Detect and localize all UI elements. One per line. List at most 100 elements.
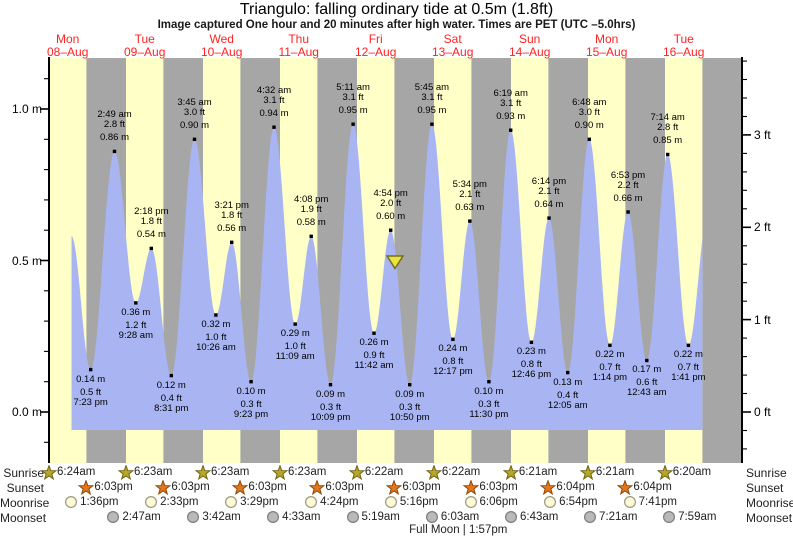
tide-low-label: 0.29 m 1.0 ft 11:09 am: [275, 328, 315, 363]
tide-high-label: 2:49 am 2.8 ft 0.86 m: [97, 109, 132, 144]
tide-area: [71, 124, 703, 430]
sunset-star-icon: [309, 479, 326, 496]
moonset-icon: [346, 510, 362, 526]
moonset-icon: [662, 510, 678, 526]
tide-high-label: 4:54 pm 2.0 ft 0.60 m: [373, 188, 408, 223]
sunset-time: 6:04pm: [556, 481, 595, 493]
moonrise-icon: [224, 495, 240, 511]
sunrise-time: 6:23am: [210, 466, 250, 478]
sunrise-time: 6:21am: [595, 466, 635, 478]
tide-low-dot: [487, 380, 491, 384]
page-title: Triangulo: falling ordinary tide at 0.5m…: [239, 1, 554, 18]
sunrise-row-label-left: Sunrise: [3, 466, 44, 480]
day-header-date: 11–Aug: [278, 45, 319, 59]
sunrise-star-icon: [348, 464, 365, 481]
tide-high-label: 5:45 am 3.1 ft 0.95 m: [414, 82, 450, 117]
tide-low-dot: [249, 380, 253, 384]
sunrise-star-icon: [117, 464, 134, 481]
day-header-name: Tue: [673, 32, 694, 46]
moonrise-time: 6:06pm: [479, 496, 518, 508]
tide-high-dot: [272, 125, 276, 129]
moonrise-icon: [464, 495, 480, 511]
right-axis-tick-label: 3 ft: [754, 127, 771, 142]
right-axis-tick-label: 2 ft: [754, 220, 771, 235]
tide-high-dot: [351, 122, 355, 126]
sunrise-star-icon: [194, 464, 211, 481]
tide-high-dot: [468, 219, 472, 223]
tide-low-label: 0.14 m 0.5 ft 7:23 pm: [73, 373, 108, 408]
moonrise-icon: [304, 495, 320, 511]
tide-high-label: 3:45 am 3.0 ft 0.90 m: [177, 97, 212, 132]
day-header-name: Tue: [134, 32, 155, 46]
tide-low-label: 0.10 m 0.3 ft 9:23 pm: [233, 385, 269, 420]
moonrise-icon: [144, 495, 160, 511]
tide-high-dot: [112, 149, 117, 154]
page-subtitle: Image captured One hour and 20 minutes a…: [157, 19, 636, 31]
tide-low-dot: [293, 322, 297, 326]
tide-high-label: 4:32 am 3.1 ft 0.94 m: [256, 85, 292, 120]
sunset-time: 6:03pm: [402, 481, 441, 493]
sunset-time: 6:03pm: [94, 481, 133, 493]
sunset-star-icon: [617, 479, 634, 496]
sunset-star-icon: [155, 479, 172, 496]
moonset-time: 6:03am: [440, 511, 480, 523]
day-header-date: 12–Aug: [355, 45, 397, 59]
tide-high-dot: [509, 128, 513, 132]
tide-low-label: 0.24 m 0.8 ft 12:17 pm: [433, 343, 473, 378]
day-header-name: Wed: [209, 32, 234, 46]
moonrise-row-label-left: Moonrise: [0, 496, 50, 510]
tide-low-label: 0.36 m 1.2 ft 9:28 am: [118, 306, 153, 341]
moonrise-time: 7:41pm: [638, 496, 677, 508]
tide-high-label: 7:14 am 2.8 ft 0.85 m: [650, 112, 685, 147]
sunrise-star-icon: [579, 464, 596, 481]
day-header-name: Sat: [443, 32, 462, 46]
day-header-date: 08–Aug: [47, 45, 89, 59]
tide-low-label: 0.22 m 0.7 ft 1:14 pm: [592, 349, 628, 384]
tide-low-dot: [408, 383, 412, 387]
tide-low-dot: [686, 343, 691, 347]
moonset-icon: [425, 510, 441, 526]
left-axis-tick-label: 0.0 m: [11, 405, 42, 419]
sunrise-time: 6:21am: [518, 466, 558, 478]
moonrise-time: 2:33pm: [160, 496, 199, 508]
day-header-date: 14–Aug: [509, 45, 551, 59]
sunrise-star-icon: [271, 464, 288, 481]
tide-high-dot: [149, 246, 153, 251]
day-header-name: Thu: [288, 32, 310, 46]
day-header-name: Sun: [519, 32, 541, 46]
tide-low-label: 0.09 m 0.3 ft 10:50 pm: [389, 388, 430, 423]
day-header-date: 13–Aug: [432, 45, 474, 59]
moonset-time: 7:21am: [599, 511, 638, 523]
tide-low-dot: [566, 370, 570, 375]
sunrise-time: 6:23am: [287, 466, 327, 478]
day-header-date: 16–Aug: [663, 45, 705, 59]
tide-high-label: 3:21 pm 1.8 ft 0.56 m: [214, 200, 249, 235]
tide-low-dot: [89, 367, 93, 372]
tide-high-dot: [430, 122, 434, 126]
tide-low-dot: [328, 383, 333, 387]
current-tide-marker: [385, 255, 405, 270]
sunset-star-icon: [540, 479, 557, 496]
right-axis-tick-label: 1 ft: [754, 312, 771, 327]
sunset-time: 6:03pm: [171, 481, 210, 493]
tide-high-label: 4:08 pm 1.9 ft 0.58 m: [294, 194, 329, 229]
sunset-time: 6:03pm: [248, 481, 287, 493]
tide-high-dot: [587, 137, 591, 141]
day-header-date: 09–Aug: [124, 45, 166, 59]
sunrise-star-icon: [502, 464, 519, 481]
tide-low-dot: [169, 373, 173, 378]
tide-low-label: 0.12 m 0.4 ft 8:31 pm: [154, 379, 189, 414]
tide-high-dot: [389, 228, 393, 232]
tide-low-label: 0.26 m 0.9 ft 11:42 am: [354, 337, 394, 372]
sunset-row-label-left: Sunset: [6, 481, 44, 495]
sunset-star-icon: [78, 479, 95, 496]
left-axis-tick-label: 1.0 m: [11, 102, 42, 116]
sunrise-time: 6:24am: [57, 466, 96, 478]
moonrise-icon: [384, 495, 400, 511]
moonrise-time: 6:54pm: [559, 496, 598, 508]
moonset-row-label-right: Moonset: [746, 511, 793, 525]
moonset-time: 5:19am: [361, 511, 400, 523]
moonrise-time: 3:29pm: [240, 496, 279, 508]
day-header-date: 10–Aug: [201, 45, 243, 59]
